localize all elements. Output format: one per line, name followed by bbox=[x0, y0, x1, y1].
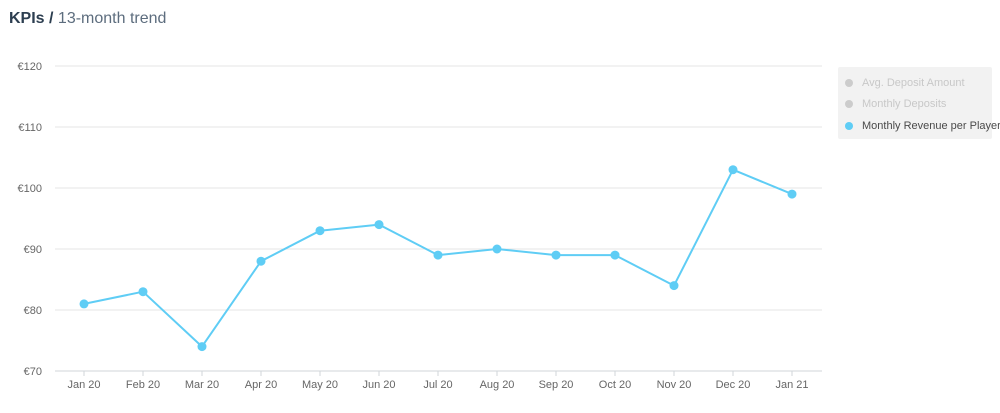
chart-legend: Avg. Deposit Amount Monthly Deposits Month… bbox=[838, 67, 1000, 139]
data-point[interactable] bbox=[138, 287, 148, 297]
data-point[interactable] bbox=[728, 165, 738, 175]
data-point[interactable] bbox=[433, 250, 443, 260]
legend-dot-icon bbox=[845, 100, 853, 108]
data-point[interactable] bbox=[610, 250, 620, 260]
y-tick-label: €100 bbox=[18, 183, 42, 195]
x-tick-label: Jul 20 bbox=[423, 379, 452, 391]
legend-item[interactable]: Monthly Revenue per Player bbox=[845, 119, 1000, 133]
x-tick-label: Aug 20 bbox=[480, 379, 515, 391]
page-title: KPIs / 13-month trend bbox=[9, 8, 166, 30]
x-tick-label: Dec 20 bbox=[716, 379, 751, 391]
data-point[interactable] bbox=[79, 299, 89, 309]
data-point[interactable] bbox=[315, 226, 325, 236]
legend-dot-icon bbox=[845, 79, 853, 87]
y-tick-label: €70 bbox=[24, 366, 42, 378]
x-tick-label: Jan 21 bbox=[775, 379, 808, 391]
x-tick-label: Feb 20 bbox=[126, 379, 160, 391]
x-tick-label: Jan 20 bbox=[67, 379, 100, 391]
legend-dot-icon bbox=[845, 122, 853, 130]
x-tick-label: May 20 bbox=[302, 379, 338, 391]
legend-label: Monthly Deposits bbox=[862, 98, 947, 110]
data-point[interactable] bbox=[551, 250, 561, 260]
y-tick-label: €80 bbox=[24, 305, 42, 317]
data-point[interactable] bbox=[374, 220, 384, 230]
title-bold: KPIs / bbox=[9, 10, 54, 27]
legend-label: Avg. Deposit Amount bbox=[862, 77, 965, 89]
x-tick-label: Nov 20 bbox=[657, 379, 692, 391]
y-tick-label: €110 bbox=[18, 122, 42, 134]
x-tick-label: Mar 20 bbox=[185, 379, 219, 391]
legend-label: Monthly Revenue per Player bbox=[862, 120, 1000, 132]
data-point[interactable] bbox=[256, 256, 266, 266]
data-point[interactable] bbox=[492, 244, 502, 254]
y-tick-label: €120 bbox=[18, 61, 42, 73]
y-tick-label: €90 bbox=[24, 244, 42, 256]
x-tick-label: Sep 20 bbox=[539, 379, 574, 391]
x-tick-label: Oct 20 bbox=[599, 379, 631, 391]
data-point[interactable] bbox=[669, 281, 679, 291]
title-subtitle: 13-month trend bbox=[57, 10, 167, 27]
x-tick-label: Jun 20 bbox=[362, 379, 395, 391]
legend-item[interactable]: Monthly Deposits bbox=[845, 97, 946, 111]
data-point[interactable] bbox=[197, 342, 207, 352]
legend-item[interactable]: Avg. Deposit Amount bbox=[845, 76, 965, 90]
x-tick-label: Apr 20 bbox=[245, 379, 277, 391]
data-point[interactable] bbox=[787, 189, 797, 199]
